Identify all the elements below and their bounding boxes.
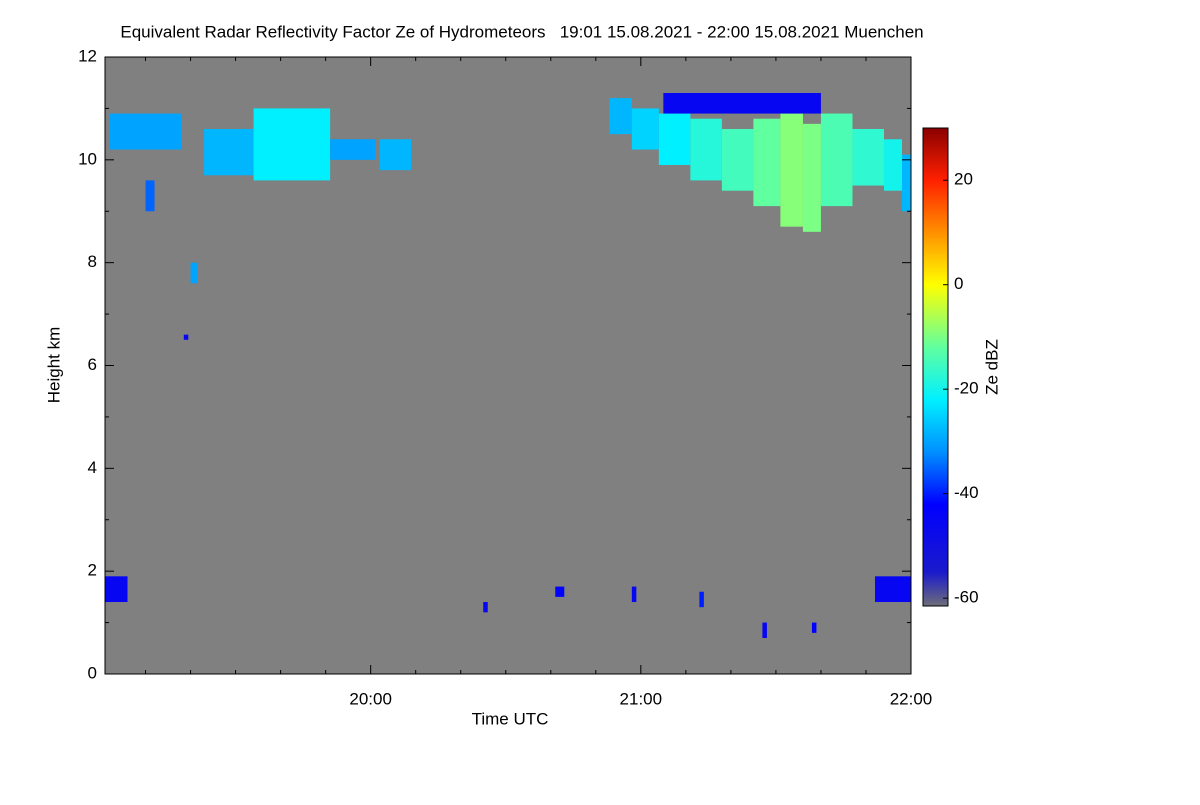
reflectivity-cell	[802, 123, 821, 232]
y-tick-label: 2	[88, 561, 97, 580]
reflectivity-cell	[253, 108, 331, 181]
colorbar-tick-label: -60	[954, 588, 979, 607]
reflectivity-cell	[379, 139, 412, 171]
y-tick-label: 4	[88, 458, 97, 477]
reflectivity-cell	[330, 139, 376, 160]
colorbar-label: Ze dBZ	[982, 339, 1001, 395]
y-tick-label: 6	[88, 355, 97, 374]
reflectivity-cell	[109, 113, 182, 150]
y-tick-label: 0	[88, 663, 97, 682]
reflectivity-cell	[658, 113, 691, 165]
reflectivity-cell	[811, 622, 817, 633]
reflectivity-cell	[820, 113, 853, 207]
reflectivity-cell	[145, 180, 155, 212]
x-tick-label: 21:00	[620, 689, 663, 708]
reflectivity-cell	[555, 586, 565, 597]
chart-title: Equivalent Radar Reflectivity Factor Ze …	[120, 22, 923, 41]
y-axis-label: Height km	[44, 327, 63, 404]
reflectivity-cell	[762, 622, 767, 639]
reflectivity-cell	[631, 108, 659, 150]
reflectivity-cell	[690, 118, 722, 181]
reflectivity-cell	[663, 92, 821, 114]
colorbar	[922, 127, 949, 607]
reflectivity-cell	[852, 128, 884, 186]
x-tick-label: 20:00	[349, 689, 392, 708]
x-axis-label: Time UTC	[472, 709, 549, 728]
colorbar-tick-label: 20	[954, 170, 973, 189]
colorbar-tick-label: 0	[954, 274, 963, 293]
reflectivity-cell	[780, 113, 803, 227]
reflectivity-cell	[631, 586, 637, 603]
colorbar-tick-label: -20	[954, 379, 979, 398]
reflectivity-cell	[609, 98, 632, 135]
reflectivity-cell	[874, 576, 911, 603]
reflectivity-cell	[190, 262, 198, 284]
x-tick-label: 22:00	[890, 689, 933, 708]
reflectivity-cell	[883, 139, 902, 191]
reflectivity-cell	[183, 334, 189, 340]
reflectivity-cell	[901, 154, 911, 212]
y-tick-label: 12	[78, 46, 97, 65]
colorbar-tick-label: -40	[954, 483, 979, 502]
reflectivity-cell	[204, 128, 254, 176]
y-tick-label: 8	[88, 252, 97, 271]
reflectivity-cell	[483, 602, 488, 613]
reflectivity-cell	[721, 128, 754, 191]
y-tick-label: 10	[78, 149, 97, 168]
reflectivity-cell	[753, 118, 781, 207]
reflectivity-cell	[699, 591, 704, 608]
reflectivity-cell	[105, 576, 128, 603]
